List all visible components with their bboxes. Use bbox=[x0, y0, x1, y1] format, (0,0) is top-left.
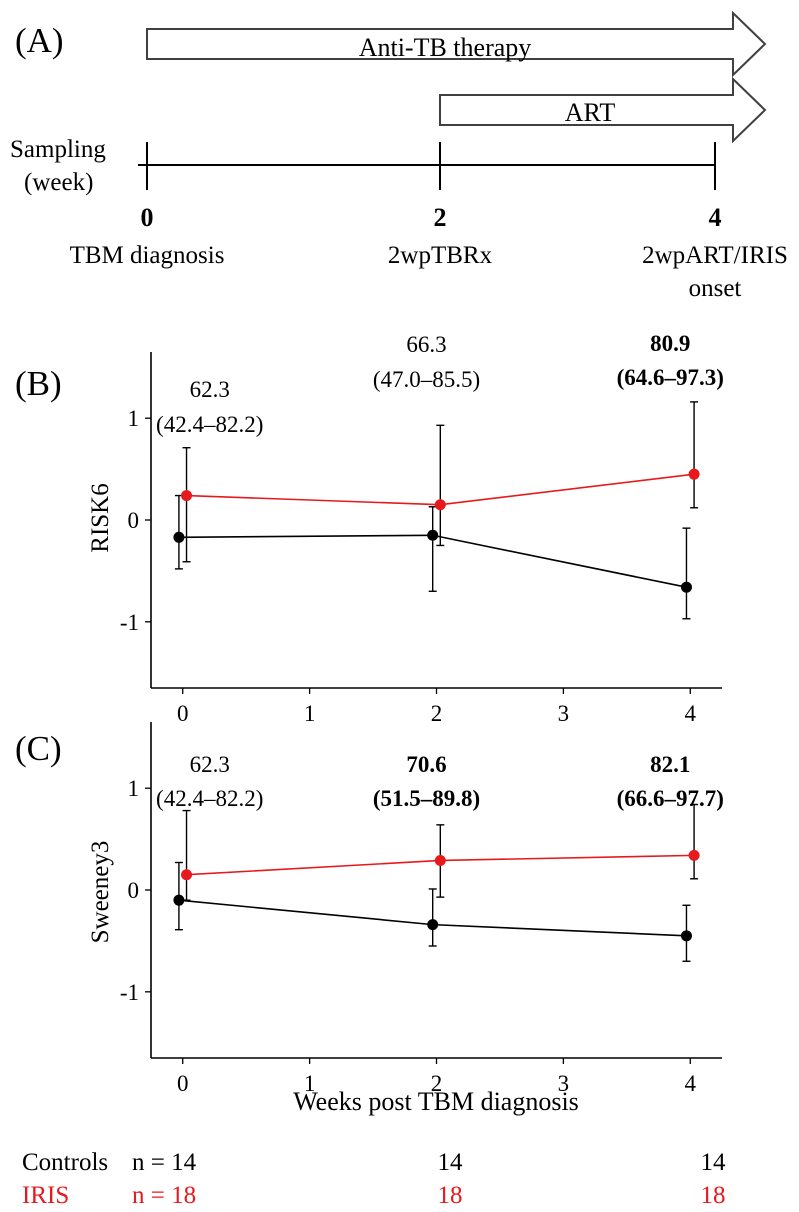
iris-n-week2: 18 bbox=[438, 1182, 463, 1209]
panel-b-iris-point bbox=[434, 499, 446, 511]
controls-n-week2: 14 bbox=[438, 1149, 464, 1176]
panel-b-x-tick-label: 0 bbox=[177, 701, 189, 726]
panel-b-x-tick-label: 2 bbox=[431, 701, 443, 726]
panel-c-auc-annotation: (51.5–89.8) bbox=[373, 786, 480, 811]
panel-b-auc-annotation: (42.4–82.2) bbox=[156, 412, 263, 437]
panel-c-x-tick-label: 3 bbox=[558, 1071, 570, 1096]
panel-c-x-tick-label: 0 bbox=[177, 1071, 189, 1096]
art-arrow bbox=[439, 76, 767, 144]
panel-c-iris-point bbox=[688, 849, 700, 861]
panel-c-y-tick-label: -1 bbox=[120, 980, 139, 1005]
panel-c-auc-annotation: 70.6 bbox=[406, 752, 446, 777]
panel-b-iris-point bbox=[688, 468, 700, 480]
timepoint-desc-0: TBM diagnosis bbox=[70, 242, 225, 269]
timepoint-week-4: 4 bbox=[709, 203, 722, 232]
panel-b-plot-area: -1 0 1 0 1 2 3 4 62.3 (42.4–82.2) 66.3 (47.0–85.5) 8… bbox=[120, 331, 724, 726]
panel-c-y-tick-label: 0 bbox=[128, 878, 140, 903]
panel-c-controls-point bbox=[680, 930, 692, 942]
controls-n-week0: n = 14 bbox=[132, 1149, 197, 1176]
panel-c-auc-annotation: 82.1 bbox=[650, 752, 690, 777]
panel-c-auc-annotation: (42.4–82.2) bbox=[156, 786, 263, 811]
panel-c-y-tick-label: 1 bbox=[128, 776, 140, 801]
x-axis-title: Weeks post TBM diagnosis bbox=[293, 1087, 579, 1116]
sample-size-table: Controls n = 14 14 14 IRIS n = 18 18 18 bbox=[22, 1149, 726, 1209]
panel-b-y-tick-label: 1 bbox=[128, 406, 140, 431]
iris-n-week0: n = 18 bbox=[132, 1182, 196, 1209]
panel-c-auc-annotation: 62.3 bbox=[190, 752, 230, 777]
panel-b-x-tick-label: 3 bbox=[558, 701, 570, 726]
panel-b-auc-annotation: (47.0–85.5) bbox=[373, 367, 480, 392]
panel-c-iris-point bbox=[181, 869, 193, 881]
panel-b-ylabel: RISK6 bbox=[87, 483, 114, 552]
panel-b-controls-point bbox=[427, 529, 439, 541]
panel-c-x-tick-label: 2 bbox=[431, 1071, 443, 1096]
panel-b-auc-annotation: 80.9 bbox=[650, 331, 690, 356]
iris-group-label: IRIS bbox=[22, 1182, 69, 1209]
panel-c-controls-point bbox=[427, 919, 439, 931]
panel-c-controls-point bbox=[173, 894, 185, 906]
panel-b-x-tick-label: 4 bbox=[685, 701, 697, 726]
panel-c-auc-annotation: (66.6–97.7) bbox=[617, 786, 724, 811]
controls-group-label: Controls bbox=[22, 1149, 108, 1176]
panel-b-y-tick-label: -1 bbox=[120, 610, 139, 635]
panel-c-iris-point bbox=[434, 854, 446, 866]
panel-a: (A) Anti-TB therapy ART Sampling (week) … bbox=[10, 10, 788, 302]
iris-n-week4: 18 bbox=[701, 1182, 726, 1209]
panel-b-auc-annotation: 62.3 bbox=[190, 377, 230, 402]
controls-n-week4: 14 bbox=[701, 1149, 727, 1176]
panel-b-chart: (B) RISK6 -1 0 1 0 1 2 3 4 62.3 (42.4–82.2) 66.3 (4… bbox=[15, 331, 724, 726]
timepoint-week-2: 2 bbox=[434, 203, 447, 232]
panel-b-auc-annotation: (64.6–97.3) bbox=[617, 365, 724, 390]
timepoint-week-0: 0 bbox=[141, 203, 154, 232]
panel-b-y-tick-label: 0 bbox=[128, 508, 140, 533]
panel-c-x-tick-label: 4 bbox=[685, 1071, 697, 1096]
panel-a-label: (A) bbox=[15, 21, 64, 60]
panel-b-iris-point bbox=[181, 490, 193, 502]
timepoint-desc-2: 2wpTBRx bbox=[388, 242, 493, 269]
art-label: ART bbox=[565, 98, 616, 127]
panel-c-x-tick-label: 1 bbox=[304, 1071, 316, 1096]
panel-c-plot-area: -1 0 1 0 1 2 3 4 62.3 (42.4–82.2) 70.6 (51.5–89.8) 8… bbox=[120, 722, 724, 1096]
panel-c-chart: (C) Sweeney3 -1 0 1 0 1 2 3 4 62.3 (42.4–82.2) 70.… bbox=[15, 722, 724, 1116]
timepoint-desc-4-line2: onset bbox=[689, 275, 742, 302]
timepoint-desc-4: 2wpART/IRIS bbox=[642, 242, 788, 269]
sampling-unit-label: (week) bbox=[24, 169, 93, 196]
anti-tb-arrow bbox=[146, 10, 767, 78]
panel-b-label: (B) bbox=[15, 364, 62, 403]
panel-b-controls-point bbox=[173, 531, 185, 543]
panel-b-auc-annotation: 66.3 bbox=[406, 332, 446, 357]
panel-b-controls-point bbox=[680, 581, 692, 593]
panel-c-label: (C) bbox=[15, 729, 62, 768]
sampling-label: Sampling bbox=[10, 136, 106, 163]
panel-c-ylabel: Sweeney3 bbox=[87, 841, 114, 944]
panel-b-x-tick-label: 1 bbox=[304, 701, 316, 726]
anti-tb-label: Anti-TB therapy bbox=[359, 33, 532, 62]
